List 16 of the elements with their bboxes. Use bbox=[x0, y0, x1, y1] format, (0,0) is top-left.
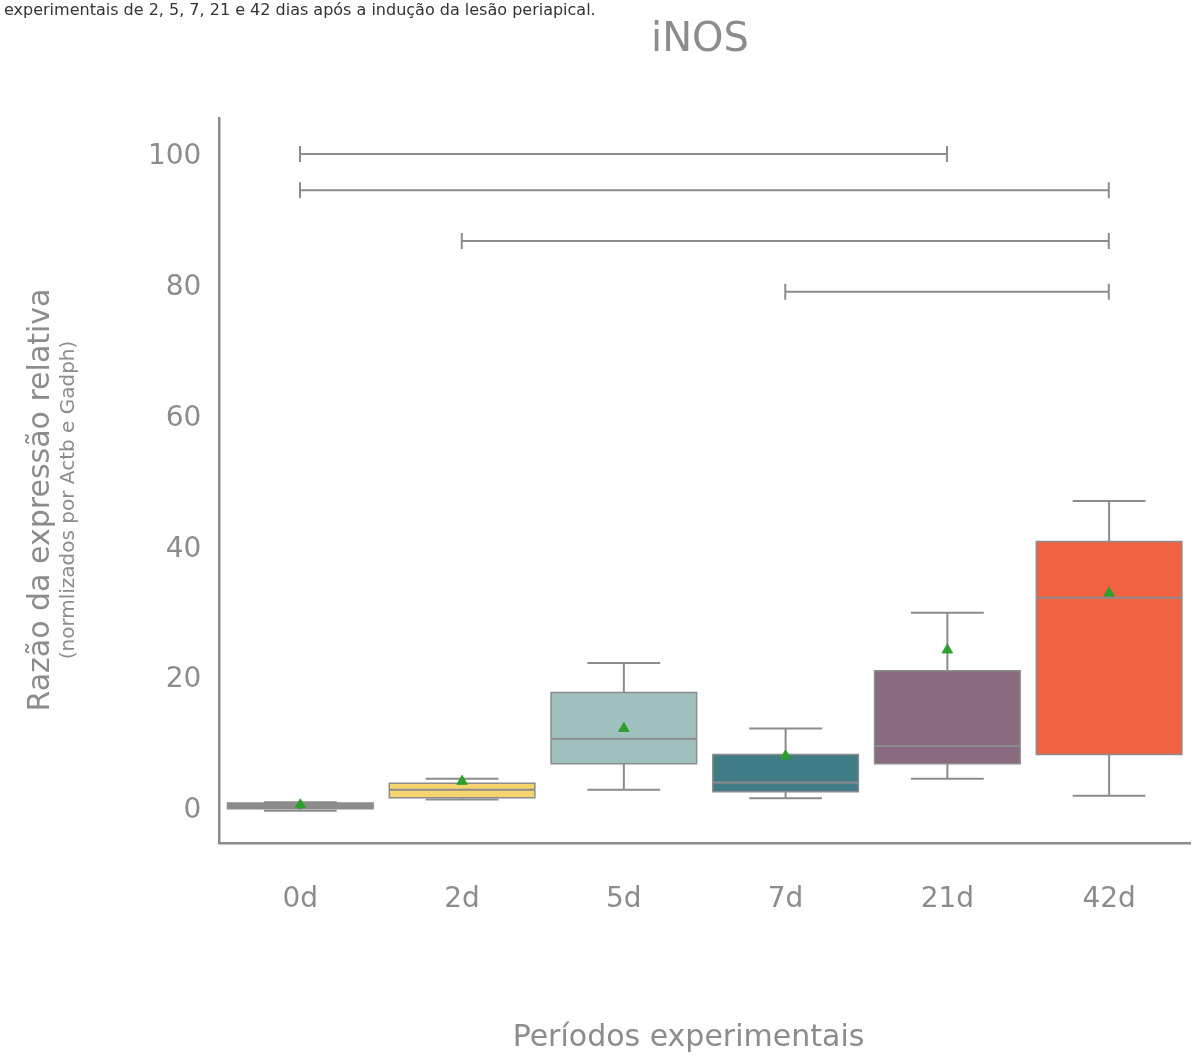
x-tick-label: 0d bbox=[282, 881, 319, 915]
x-tick-label: 21d bbox=[920, 881, 975, 915]
x-tick-label: 5d bbox=[606, 881, 642, 915]
y-axis-title: Razão da expressão relativa (normlizados por Actb e Gadph) bbox=[21, 288, 79, 712]
y-tick-label: 60 bbox=[165, 399, 202, 433]
y-tick-label: 80 bbox=[165, 269, 202, 303]
y-tick-label: 20 bbox=[165, 661, 202, 695]
y-tick-label: 0 bbox=[183, 792, 202, 826]
chart-title: iNOS bbox=[651, 14, 749, 60]
y-tick-label: 100 bbox=[147, 138, 202, 172]
x-axis-title: Períodos experimentais bbox=[511, 1018, 866, 1053]
x-tick-label: 7d bbox=[767, 881, 804, 915]
x-tick-label: 42d bbox=[1082, 881, 1136, 915]
x-tick-label: 2d bbox=[444, 881, 480, 915]
text: experimentais de 2, 5, 7, 21 e 42 dias após a indução da lesão periapical. bbox=[4, 0, 596, 19]
y-tick-label: 40 bbox=[165, 530, 202, 564]
